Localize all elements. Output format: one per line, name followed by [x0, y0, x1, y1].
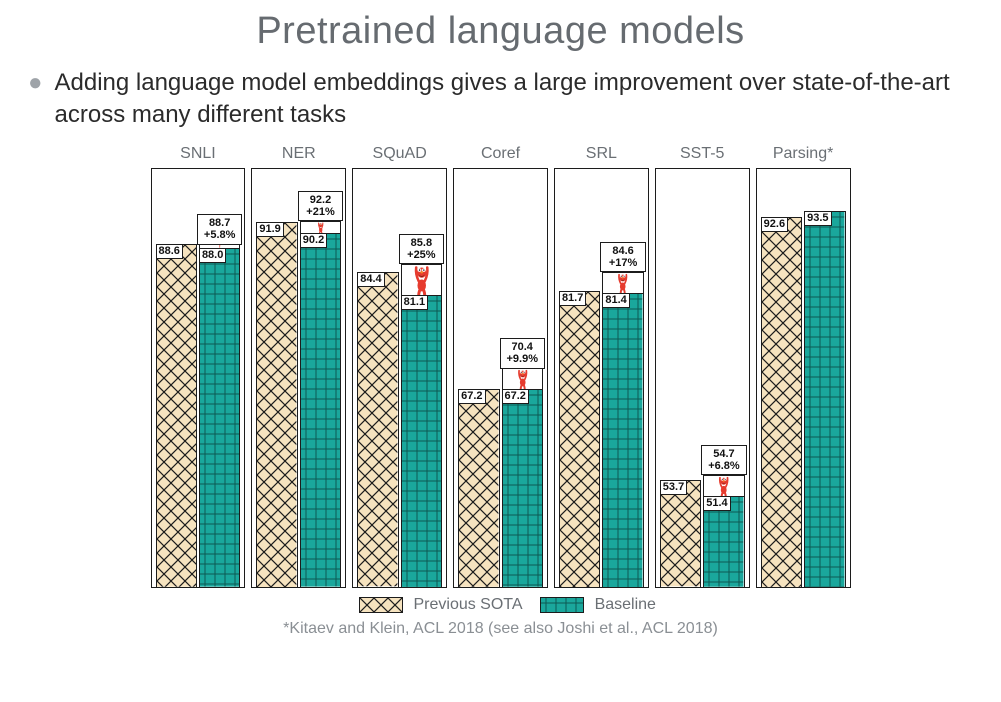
bar-sota-value: 92.6	[761, 217, 788, 232]
chart-panel: SRL81.781.4 84.6 +17%	[554, 168, 649, 588]
chart-panel: SST-553.751.4 54.7 +6.8%	[655, 168, 750, 588]
panel-title: SNLI	[152, 145, 245, 163]
gain-label: 84.6 +17%	[600, 242, 645, 272]
legend-swatch-baseline	[540, 597, 584, 613]
bullet-dot-icon: ●	[28, 67, 43, 99]
bars-area: 92.6 93.5	[761, 169, 846, 587]
elmo-icon	[602, 272, 643, 294]
bar-sota-value: 67.2	[458, 389, 485, 404]
panel-title: NER	[252, 145, 345, 163]
bar-baseline: 88.0 88.7 +5.8%	[199, 248, 240, 587]
bar-baseline: 90.2 92.2 +21%	[300, 233, 341, 587]
gain-label: 85.8 +25%	[399, 234, 444, 264]
bar-sota: 91.9	[256, 222, 297, 587]
bar-baseline-value: 51.4	[703, 496, 730, 511]
bar-baseline: 81.1 85.8 +25%	[401, 295, 442, 587]
slide: Pretrained language models ● Adding lang…	[0, 0, 1001, 702]
bar-sota-value: 88.6	[156, 244, 183, 259]
bar-sota-value: 53.7	[660, 480, 687, 495]
bars-area: 84.4 81.1 85.8 +25%	[357, 169, 442, 587]
legend-label-sota: Previous SOTA	[413, 596, 521, 613]
bar-baseline: 67.2 70.4 +9.9%	[502, 389, 543, 587]
panel-title: SQuAD	[353, 145, 446, 163]
bar-sota-value: 91.9	[256, 222, 283, 237]
bar-baseline-value: 81.1	[401, 295, 428, 310]
chart-footnote: *Kitaev and Klein, ACL 2018 (see also Jo…	[151, 620, 851, 638]
bars-area: 88.6 88.0 88.7 +5.8%	[156, 169, 241, 587]
bar-sota: 67.2	[458, 389, 499, 587]
elmo-icon	[300, 221, 341, 235]
bullet-text: Adding language model embeddings gives a…	[55, 67, 974, 132]
slide-title: Pretrained language models	[20, 10, 981, 53]
bar-baseline: 51.4 54.7 +6.8%	[703, 496, 744, 587]
bar-sota-value: 81.7	[559, 291, 586, 306]
legend-swatch-sota	[359, 597, 403, 613]
elmo-icon	[401, 264, 442, 296]
chart-panels: SNLI 88.6 88.0 88.7 +5.8% NER 91.9 90.2 92.2 …	[151, 142, 851, 588]
panel-title: SRL	[555, 145, 648, 163]
bar-sota: 81.7	[559, 291, 600, 587]
bar-sota: 92.6	[761, 217, 802, 587]
panel-title: Coref	[454, 145, 547, 163]
bars-area: 81.7 81.4 84.6 +17%	[559, 169, 644, 587]
bar-baseline: 93.5	[804, 211, 845, 587]
bar-baseline-value: 90.2	[300, 233, 327, 248]
bar-sota: 53.7	[660, 480, 701, 586]
gain-label: 92.2 +21%	[298, 191, 343, 221]
gain-label: 88.7 +5.8%	[197, 214, 242, 244]
chart-panel: SQuAD84.481.1 85.8 +25%	[352, 168, 447, 588]
elmo-icon	[502, 368, 543, 390]
bars-area: 53.7 51.4 54.7 +6.8%	[660, 169, 745, 587]
bar-baseline-value: 93.5	[804, 211, 831, 226]
panel-title: SST-5	[656, 145, 749, 163]
bar-baseline: 81.4 84.6 +17%	[602, 293, 643, 587]
chart-panel: SNLI88.688.0 88.7 +5.8%	[151, 168, 246, 588]
elmo-icon	[703, 475, 744, 497]
bar-sota: 84.4	[357, 272, 398, 586]
chart-legend: Previous SOTA Baseline	[151, 596, 851, 614]
chart-panel: Parsing*92.693.5	[756, 168, 851, 588]
panel-title: Parsing*	[757, 145, 850, 163]
bullet-row: ● Adding language model embeddings gives…	[28, 67, 973, 132]
bar-baseline-value: 88.0	[199, 248, 226, 263]
gain-label: 54.7 +6.8%	[701, 445, 746, 475]
chart: SNLI 88.6 88.0 88.7 +5.8% NER 91.9 90.2 92.2 …	[151, 142, 851, 638]
chart-panel: Coref67.267.2 70.4 +9.9%	[453, 168, 548, 588]
chart-panel: NER91.990.2 92.2 +21%	[251, 168, 346, 588]
bars-area: 67.267.2 70.4 +9.9%	[458, 169, 543, 587]
gain-label: 70.4 +9.9%	[500, 338, 545, 368]
legend-label-baseline: Baseline	[595, 596, 656, 613]
bars-area: 91.9 90.2 92.2 +21%	[256, 169, 341, 587]
bar-baseline-value: 81.4	[602, 293, 629, 308]
bar-sota: 88.6	[156, 244, 197, 587]
bar-baseline-value: 67.2	[502, 389, 529, 404]
bar-sota-value: 84.4	[357, 272, 384, 287]
